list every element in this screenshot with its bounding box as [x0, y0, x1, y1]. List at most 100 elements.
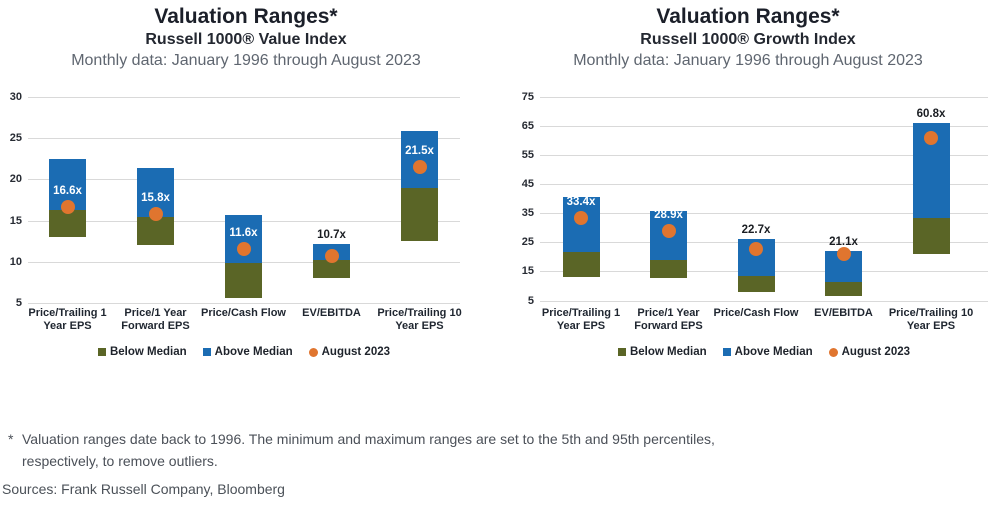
- category-label-line: Price/Cash Flow: [713, 307, 799, 319]
- growth-index-title-block: Valuation Ranges* Russell 1000® Growth I…: [498, 4, 998, 72]
- legend-circle-marker-icon: [308, 347, 318, 357]
- august-2023-dot: [412, 159, 427, 174]
- bar-value-label: 15.8x: [141, 192, 170, 204]
- category-label-line: Price/Trailing 10: [377, 307, 462, 319]
- category-label-line: Forward EPS: [634, 320, 703, 332]
- chart-period: Monthly data: January 1996 through Augus…: [573, 52, 923, 69]
- chart-title: Valuation Ranges*: [154, 5, 338, 28]
- gridline: [540, 300, 988, 302]
- category-label-line: Year EPS: [395, 320, 444, 332]
- category-label-line: Year EPS: [43, 320, 92, 332]
- gridline: [28, 303, 460, 305]
- category-label: Price/Trailing 1 Year EPS: [526, 307, 636, 333]
- legend-item-above-median: Above Median: [202, 346, 293, 358]
- bar-value-label: 16.6x: [53, 185, 82, 198]
- legend-label: August 2023: [321, 346, 391, 358]
- category-label-line: EV/EBITDA: [302, 307, 361, 319]
- category-label-line: Price/1 Year: [124, 307, 187, 319]
- bar-value-label: 10.7x: [317, 228, 346, 241]
- sources-line: Sources: Frank Russell Company, Bloomber…: [2, 481, 285, 497]
- below-median-bar-segment: [825, 281, 862, 297]
- category-label: Price/Trailing 10 Year EPS: [876, 307, 986, 333]
- gridline: [540, 154, 988, 156]
- legend-circle-marker-icon: [828, 347, 838, 357]
- bar-value-label: 22.7x: [741, 224, 771, 237]
- august-2023-dot: [924, 130, 938, 145]
- gridline: [28, 96, 460, 98]
- legend-item-above-median: Above Median: [722, 346, 813, 358]
- bar-value-label: 60.8x: [916, 107, 946, 120]
- category-label: Price/Cash Flow: [701, 307, 811, 320]
- category-label-line: Price/Trailing 10: [888, 307, 974, 319]
- bar-value-label: 21.5x: [405, 144, 434, 157]
- footnote-marker: *: [8, 431, 14, 447]
- below-median-bar-segment: [737, 275, 775, 292]
- chart-period: Monthly data: January 1996 through Augus…: [71, 52, 421, 69]
- footnote-text: Valuation ranges date back to 1996. The …: [22, 431, 715, 469]
- below-median-bar-segment: [562, 252, 600, 277]
- category-label: Price/1 Year Forward EPS: [101, 307, 211, 333]
- y-tick-label: 45: [521, 177, 534, 190]
- below-median-bar-segment: [912, 218, 950, 254]
- y-tick-label: 25: [9, 131, 22, 144]
- category-label: EV/EBITDA: [277, 307, 387, 320]
- august-2023-dot: [324, 249, 339, 264]
- legend-square-marker-icon: [97, 348, 106, 356]
- legend-label: Above Median: [734, 346, 813, 358]
- category-label: Price/Trailing 1 Year EPS: [13, 307, 123, 333]
- category-label: Price/Cash Flow: [189, 307, 299, 320]
- chart-legend: Below Median Above Median August 2023: [28, 346, 460, 358]
- y-tick-label: 5: [15, 297, 22, 310]
- footnote: * Valuation ranges date back to 1996. Th…: [8, 428, 766, 472]
- below-median-bar-segment: [313, 260, 350, 279]
- y-tick-label: 15: [521, 265, 534, 278]
- chart-subtitle: Russell 1000® Value Index: [145, 31, 347, 48]
- legend-item-august-2023: August 2023: [308, 346, 391, 358]
- august-2023-dot: [836, 246, 851, 261]
- bar-value-label: 28.9x: [654, 208, 683, 221]
- gridline: [540, 125, 988, 127]
- legend-square-marker-icon: [617, 348, 626, 356]
- legend-item-below-median: Below Median: [97, 346, 187, 358]
- y-tick-label: 30: [9, 90, 22, 103]
- above-median-bar-segment: [401, 131, 438, 189]
- gridline: [540, 213, 988, 215]
- category-label: Price/1 Year Forward EPS: [614, 307, 724, 333]
- legend-square-marker-icon: [202, 348, 211, 356]
- chart-legend: Below Median Above Median August 2023: [540, 346, 988, 358]
- y-tick-label: 15: [9, 214, 22, 227]
- y-tick-label: 20: [9, 173, 22, 186]
- category-label-line: Price/Trailing 1: [541, 307, 621, 319]
- y-tick-label: 65: [521, 119, 534, 132]
- august-2023-dot: [574, 210, 588, 225]
- legend-square-marker-icon: [722, 348, 731, 356]
- below-median-bar-segment: [137, 217, 174, 245]
- y-tick-label: 55: [521, 148, 534, 161]
- y-tick-label: 35: [521, 207, 534, 220]
- y-tick-label: 25: [521, 236, 534, 249]
- below-median-bar-segment: [49, 209, 86, 238]
- category-label-line: Price/Trailing 1: [28, 307, 107, 319]
- y-tick-label: 10: [9, 255, 22, 268]
- legend-label: Below Median: [109, 346, 187, 358]
- below-median-bar-segment: [225, 262, 262, 299]
- august-2023-dot: [148, 207, 163, 221]
- chart-title: Valuation Ranges*: [656, 5, 840, 28]
- august-2023-dot: [60, 200, 75, 215]
- bar-value-label: 11.6x: [229, 226, 258, 239]
- y-tick-label: 75: [521, 90, 534, 103]
- category-label-line: Price/1 Year: [637, 307, 700, 319]
- y-tick-label: 5: [527, 294, 534, 307]
- august-2023-dot: [749, 241, 763, 256]
- category-label: Price/Trailing 10 Year EPS: [365, 307, 475, 333]
- gridline: [540, 183, 988, 185]
- august-2023-dot: [236, 241, 251, 256]
- gridline: [28, 179, 460, 181]
- bar-value-label: 21.1x: [829, 235, 858, 248]
- bar-value-label: 33.4x: [566, 195, 596, 208]
- gridline: [28, 137, 460, 139]
- below-median-bar-segment: [401, 188, 438, 242]
- chart-subtitle: Russell 1000® Growth Index: [640, 31, 856, 48]
- category-label: EV/EBITDA: [789, 307, 899, 320]
